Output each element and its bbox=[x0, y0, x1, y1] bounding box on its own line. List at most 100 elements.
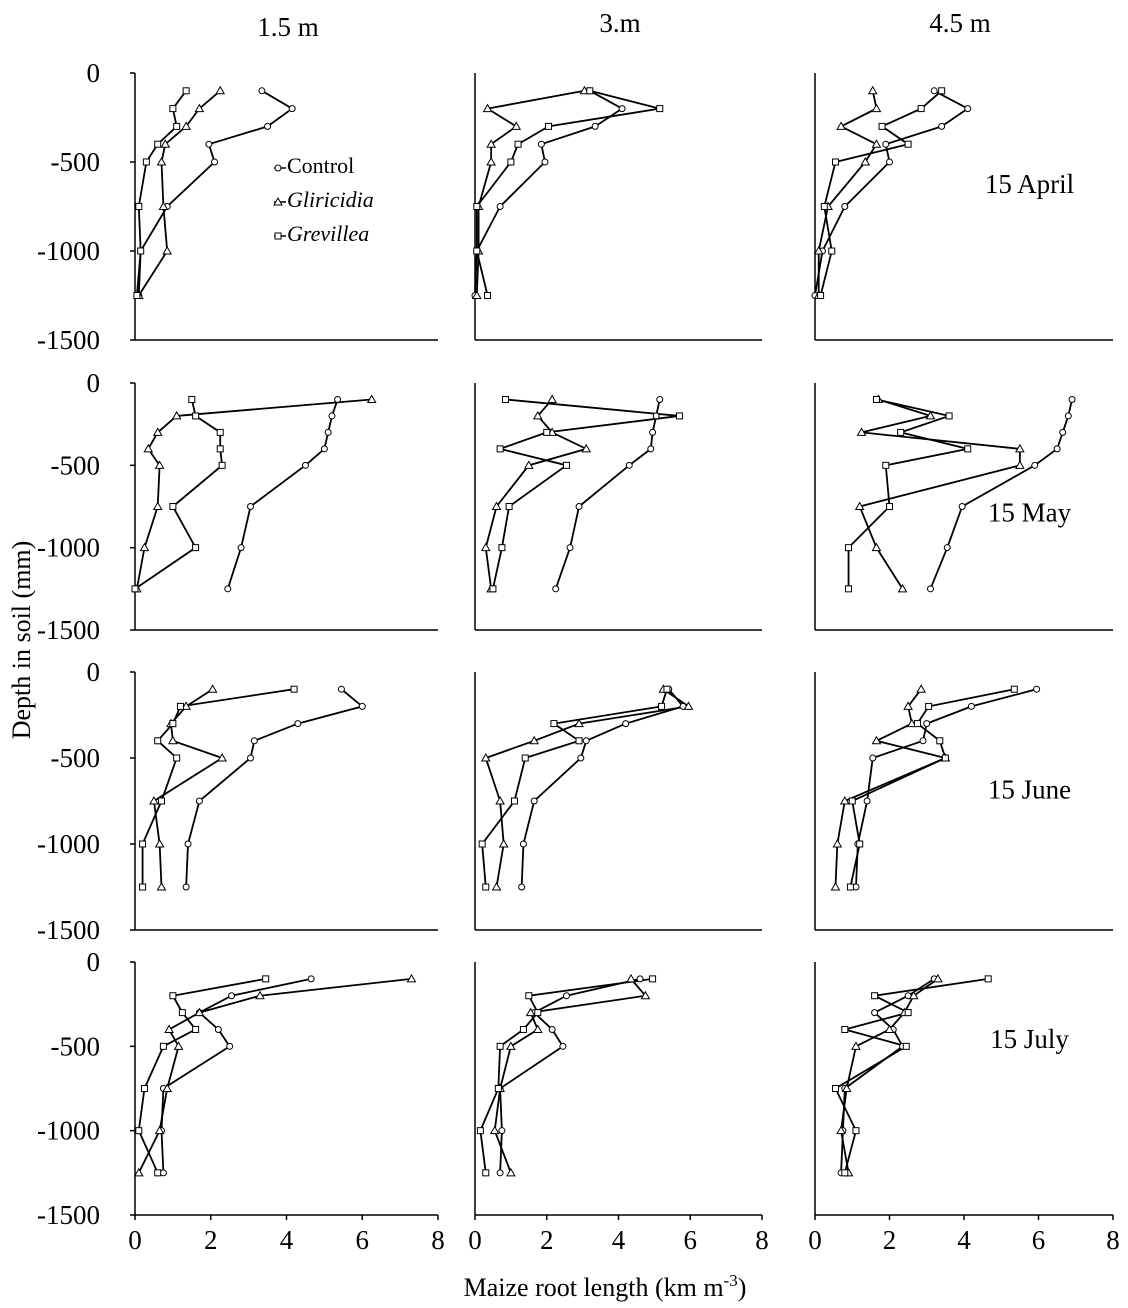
marker-square bbox=[473, 203, 481, 210]
marker-circle bbox=[498, 1127, 506, 1135]
marker-square bbox=[496, 1042, 504, 1050]
marker-square bbox=[498, 544, 506, 552]
marker-square bbox=[984, 975, 992, 983]
marker-square bbox=[658, 702, 666, 710]
y-tick-label: 0 bbox=[87, 58, 101, 88]
marker-circle bbox=[1059, 428, 1067, 436]
marker-circle bbox=[652, 412, 660, 420]
marker-triangle bbox=[525, 1007, 536, 1017]
marker-triangle bbox=[871, 542, 882, 552]
y-tick-label: -500 bbox=[51, 1031, 101, 1061]
series-line bbox=[855, 688, 1037, 888]
legend-label: Gliricidia bbox=[287, 187, 374, 212]
series-line bbox=[819, 90, 943, 296]
marker-square bbox=[139, 883, 147, 891]
marker-square bbox=[178, 1009, 186, 1017]
marker-triangle bbox=[158, 201, 169, 210]
marker-circle bbox=[656, 395, 664, 403]
marker-square bbox=[871, 992, 879, 1000]
marker-circle bbox=[288, 105, 296, 113]
marker-triangle bbox=[156, 156, 167, 166]
marker-square bbox=[158, 797, 166, 805]
marker-triangle bbox=[152, 427, 163, 436]
marker-circle bbox=[195, 797, 203, 805]
marker-triangle bbox=[933, 973, 943, 983]
panel-annotation: 15 May bbox=[988, 497, 1072, 527]
marker-circle bbox=[541, 158, 549, 166]
column-title: 4.5 m bbox=[929, 8, 991, 38]
marker-square bbox=[663, 685, 671, 693]
marker-square bbox=[902, 1042, 910, 1050]
x-tick-label: 0 bbox=[808, 1225, 822, 1255]
marker-square bbox=[1010, 685, 1018, 693]
marker-square bbox=[507, 158, 515, 166]
marker-square bbox=[904, 1009, 912, 1017]
marker-triangle bbox=[903, 701, 913, 710]
marker-circle bbox=[923, 720, 931, 728]
series-line bbox=[185, 688, 365, 888]
marker-circle bbox=[301, 461, 309, 469]
marker-triangle bbox=[841, 1083, 852, 1092]
marker-triangle bbox=[854, 501, 865, 510]
marker-triangle bbox=[486, 139, 497, 148]
marker-square bbox=[856, 840, 864, 848]
marker-square bbox=[169, 503, 177, 510]
x-label-sup: -3 bbox=[724, 1271, 738, 1290]
marker-square bbox=[543, 428, 551, 436]
marker-circle bbox=[964, 105, 972, 113]
y-tick-label: 0 bbox=[87, 368, 101, 398]
marker-square bbox=[476, 1127, 484, 1135]
marker-circle bbox=[582, 737, 590, 745]
marker-triangle bbox=[1015, 443, 1025, 453]
y-tick-label: -500 bbox=[51, 450, 101, 480]
marker-triangle bbox=[925, 410, 936, 420]
panel: 0 2 4 6 8 15 July bbox=[808, 962, 1120, 1255]
marker-square bbox=[192, 1025, 200, 1033]
marker-square bbox=[218, 461, 226, 469]
series-line bbox=[834, 688, 949, 888]
marker-circle bbox=[358, 702, 366, 710]
marker-square bbox=[173, 754, 181, 762]
panel: 0 -500 -1000 -1500 0 2 4 6 8 bbox=[37, 947, 445, 1255]
marker-square bbox=[831, 158, 839, 166]
marker-square bbox=[484, 292, 492, 299]
marker-triangle bbox=[154, 838, 165, 848]
x-tick-label: 0 bbox=[128, 1225, 142, 1255]
marker-square bbox=[216, 428, 224, 436]
marker-square bbox=[945, 412, 953, 420]
marker-square bbox=[936, 737, 944, 745]
marker-square bbox=[846, 883, 854, 891]
marker-square bbox=[534, 1009, 542, 1017]
series-line bbox=[484, 688, 691, 888]
marker-circle bbox=[518, 883, 526, 891]
marker-triangle bbox=[547, 394, 557, 403]
marker-circle bbox=[1033, 685, 1041, 693]
series-line bbox=[474, 90, 624, 296]
x-tick-label: 8 bbox=[755, 1225, 769, 1255]
marker-square bbox=[494, 1085, 502, 1092]
marker-triangle bbox=[851, 1041, 861, 1050]
x-tick-label: 0 bbox=[468, 1225, 482, 1255]
y-axis-label: Depth in soil (mm) bbox=[7, 541, 36, 740]
marker-square bbox=[841, 1025, 849, 1033]
marker-square bbox=[845, 544, 853, 552]
marker-triangle bbox=[480, 542, 491, 552]
series-line bbox=[136, 398, 372, 589]
x-tick-label: 6 bbox=[684, 1225, 698, 1255]
y-tick-label: -1000 bbox=[37, 533, 100, 563]
marker-square bbox=[188, 395, 196, 403]
marker-square bbox=[904, 140, 912, 148]
marker-triangle bbox=[871, 735, 882, 745]
panel: 0 2 4 6 8 bbox=[468, 962, 769, 1255]
marker-square bbox=[550, 720, 558, 728]
column-title: 3.m bbox=[599, 8, 640, 38]
marker-triangle bbox=[836, 121, 846, 130]
marker-square bbox=[137, 247, 145, 255]
marker-triangle bbox=[532, 1024, 543, 1033]
marker-circle bbox=[205, 140, 213, 148]
marker-square bbox=[154, 1169, 162, 1177]
marker-circle bbox=[548, 1025, 556, 1033]
marker-square bbox=[917, 105, 925, 113]
marker-triangle bbox=[906, 718, 917, 728]
marker-square bbox=[878, 122, 886, 130]
